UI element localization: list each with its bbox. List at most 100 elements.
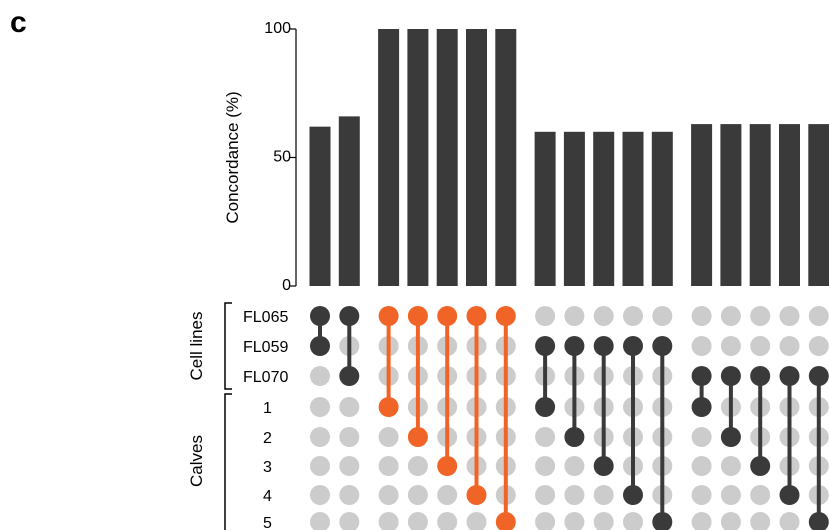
dot-active — [564, 336, 585, 356]
dot-active — [750, 456, 771, 476]
dot-inactive — [652, 306, 673, 326]
dot-active — [808, 512, 829, 530]
dot-inactive — [378, 427, 399, 447]
dot-inactive — [310, 397, 330, 417]
dot-inactive — [310, 485, 330, 505]
dot-active — [779, 366, 800, 386]
dot-active — [593, 336, 614, 356]
dot-active — [495, 512, 516, 530]
row-label: 1 — [263, 400, 272, 417]
dot-inactive — [564, 306, 585, 326]
bar — [338, 116, 360, 286]
dot-inactive — [779, 512, 800, 530]
dot-active — [310, 306, 330, 326]
dot-inactive — [779, 306, 800, 326]
dot-inactive — [466, 512, 487, 530]
dot-inactive — [564, 456, 585, 476]
dot-inactive — [339, 456, 360, 476]
dot-inactive — [808, 336, 829, 356]
bar — [749, 124, 771, 286]
bars — [309, 29, 829, 286]
dot-inactive — [407, 485, 428, 505]
dot-inactive — [535, 512, 556, 530]
dot-active — [339, 306, 360, 326]
bar — [407, 29, 429, 286]
dot-inactive — [564, 485, 585, 505]
dot-active — [623, 336, 643, 356]
dot-active — [808, 366, 829, 386]
dot-inactive — [691, 485, 712, 505]
dot-inactive — [535, 456, 556, 476]
dot-inactive — [720, 512, 741, 530]
dot-inactive — [720, 336, 741, 356]
dot-inactive — [310, 366, 330, 386]
bar — [534, 131, 556, 286]
row-label: FL070 — [243, 369, 288, 386]
dot-inactive — [339, 397, 360, 417]
dot-active — [378, 306, 399, 326]
dot-active — [378, 397, 399, 417]
bar — [378, 29, 400, 286]
group-bracket — [224, 393, 232, 530]
dot-inactive — [378, 456, 399, 476]
dot-active — [407, 427, 428, 447]
dot-inactive — [720, 456, 741, 476]
group-label: Calves — [187, 435, 206, 487]
dot-inactive — [535, 427, 556, 447]
dot-inactive — [310, 427, 330, 447]
dot-active — [535, 336, 556, 356]
dot-inactive — [407, 512, 428, 530]
dot-active — [750, 366, 771, 386]
y-axis: 0 50 100 Concordance (%) — [223, 20, 297, 294]
y-tick-label: 100 — [264, 20, 291, 37]
dot-active — [495, 306, 516, 326]
dot-active — [779, 485, 800, 505]
panel-label: c — [10, 6, 27, 39]
dot-active — [720, 427, 741, 447]
bar — [651, 131, 673, 286]
dot-inactive — [779, 336, 800, 356]
row-label: 5 — [263, 515, 272, 530]
dot-active — [437, 456, 458, 476]
dot-inactive — [339, 485, 360, 505]
dot-inactive — [407, 456, 428, 476]
dot-inactive — [378, 485, 399, 505]
dot-inactive — [750, 485, 771, 505]
bar — [466, 29, 487, 286]
bar — [495, 29, 517, 286]
dot-inactive — [691, 306, 712, 326]
dot-inactive — [535, 306, 556, 326]
dot-inactive — [691, 456, 712, 476]
dot-active — [623, 485, 643, 505]
dot-inactive — [623, 512, 643, 530]
bar — [593, 131, 615, 286]
y-tick-label: 0 — [282, 277, 291, 294]
dot-inactive — [750, 336, 771, 356]
dot-inactive — [437, 485, 458, 505]
row-label: 4 — [263, 488, 272, 505]
dot-active — [437, 306, 458, 326]
dot-inactive — [378, 512, 399, 530]
dot-inactive — [535, 485, 556, 505]
dot-inactive — [691, 512, 712, 530]
dot-inactive — [339, 512, 360, 530]
bar — [563, 131, 585, 286]
dot-inactive — [691, 336, 712, 356]
dot-active — [535, 397, 556, 417]
dot-active — [691, 366, 712, 386]
dot-inactive — [593, 306, 614, 326]
bar — [622, 131, 644, 286]
dot-inactive — [310, 512, 330, 530]
dot-inactive — [564, 512, 585, 530]
dot-inactive — [593, 485, 614, 505]
dot-active — [652, 336, 673, 356]
y-axis-label: Concordance (%) — [223, 91, 242, 223]
membership-matrix — [310, 306, 829, 530]
dot-inactive — [339, 427, 360, 447]
dot-active — [652, 512, 673, 530]
dot-inactive — [750, 306, 771, 326]
y-tick-label: 50 — [273, 149, 291, 166]
dot-inactive — [720, 306, 741, 326]
row-label: 2 — [263, 430, 272, 447]
